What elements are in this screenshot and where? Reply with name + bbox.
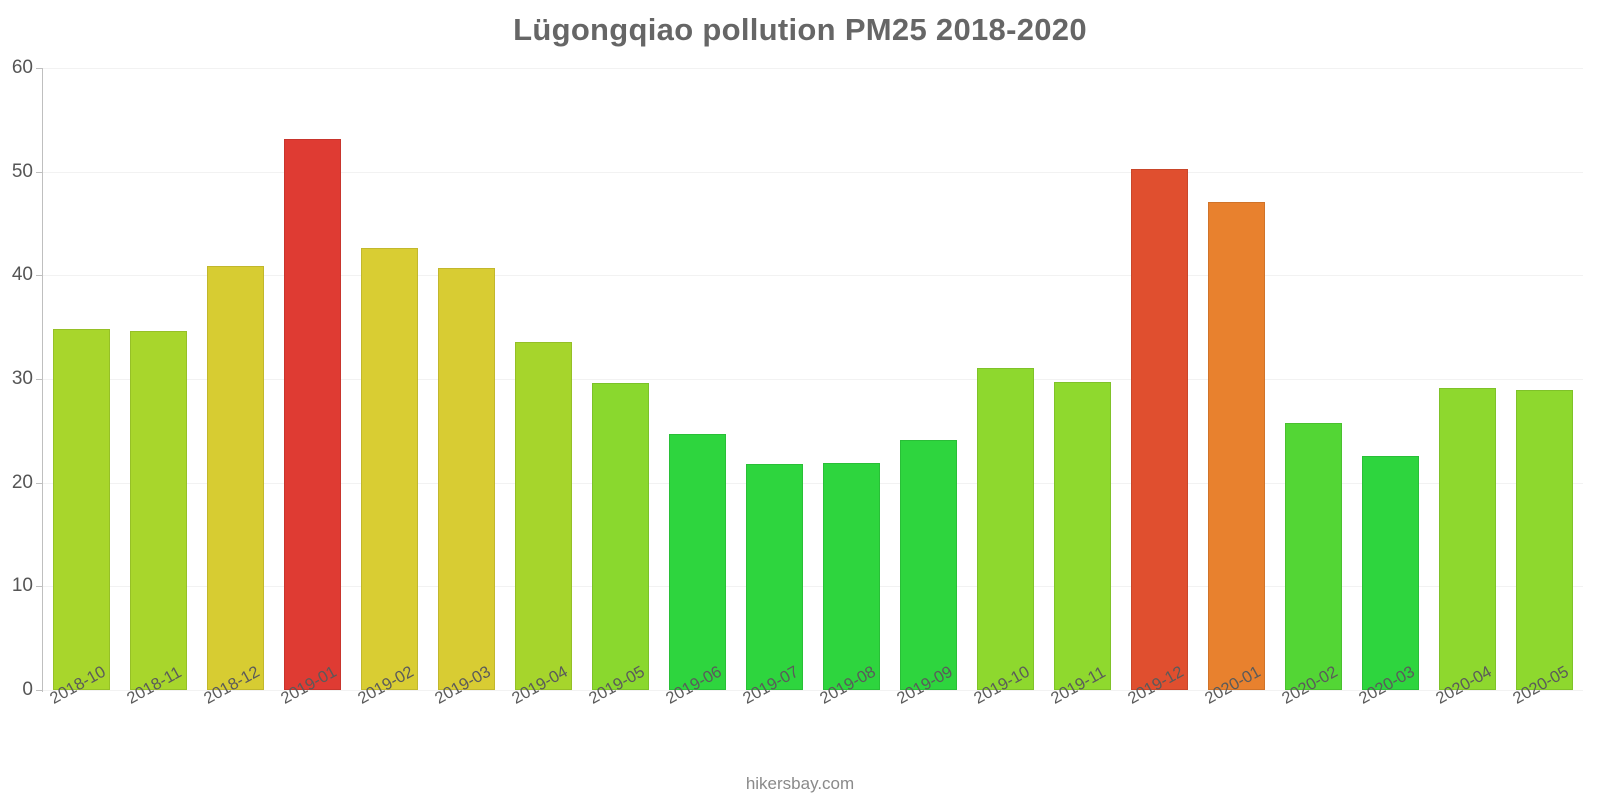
y-axis-tick-mark — [36, 482, 43, 484]
y-axis-line — [42, 68, 43, 692]
bar[interactable] — [1208, 201, 1265, 690]
y-axis-tick-label: 60 — [11, 57, 33, 78]
bar[interactable] — [1054, 382, 1111, 690]
plot-area — [43, 68, 1583, 691]
y-axis-tick-label: 40 — [11, 264, 33, 286]
gridline — [43, 379, 1583, 380]
bar[interactable] — [823, 462, 880, 690]
y-axis-tick-label: 50 — [11, 160, 33, 182]
bar[interactable] — [284, 138, 341, 690]
bar[interactable] — [746, 464, 803, 690]
watermark-label: hikersbay.com — [745, 774, 855, 793]
y-axis-tick-label: 0 — [22, 679, 33, 700]
gridline — [43, 171, 1583, 173]
bar[interactable] — [1362, 455, 1419, 690]
bar[interactable] — [438, 268, 495, 690]
bar[interactable] — [361, 248, 418, 690]
y-axis-tick-labels: 0 10 20 30 40 50 60 — [0, 0, 33, 800]
bar[interactable] — [977, 367, 1034, 690]
y-axis-tick-mark — [36, 586, 43, 588]
y-axis-tick-mark — [36, 690, 43, 691]
bar[interactable] — [1439, 388, 1496, 690]
y-axis-tick-mark — [36, 171, 43, 173]
gridline — [43, 482, 1583, 484]
y-axis-tick-mark — [36, 275, 43, 277]
gridline — [43, 275, 1583, 277]
bar[interactable] — [515, 341, 572, 690]
gridline — [43, 586, 1583, 588]
bar[interactable] — [900, 440, 957, 690]
bar[interactable] — [669, 433, 726, 690]
gridline — [43, 68, 1583, 69]
bar[interactable] — [1516, 390, 1573, 690]
bar[interactable] — [1131, 168, 1188, 690]
chart-title: Lügongqiao pollution PM25 2018-2020 — [513, 12, 1087, 47]
bar[interactable] — [53, 329, 110, 690]
y-axis-tick-mark — [36, 379, 43, 380]
bars-layer — [43, 68, 1583, 690]
y-axis-tick-mark — [36, 68, 43, 69]
bar[interactable] — [592, 383, 649, 690]
gridline — [43, 690, 1583, 691]
x-axis-tick-labels: 2018-10 2018-11 2018-12 2019-01 2019-02 2019-… — [43, 663, 1583, 762]
bar[interactable] — [207, 266, 264, 690]
bar[interactable] — [1285, 422, 1342, 690]
y-axis-tick-label: 20 — [11, 471, 33, 493]
bar[interactable] — [130, 331, 187, 690]
y-axis-tick-label: 10 — [11, 575, 33, 597]
y-axis-tick-label: 30 — [11, 368, 33, 389]
